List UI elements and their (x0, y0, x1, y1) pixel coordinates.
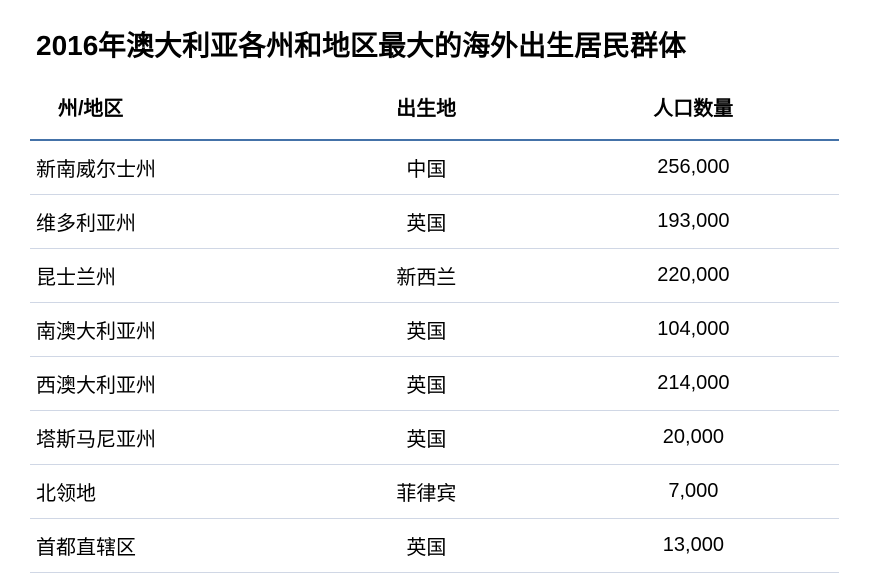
cell-state: 北领地 (30, 465, 305, 519)
cell-state: 维多利亚州 (30, 195, 305, 249)
table-row: 新南威尔士州 中国 256,000 (30, 140, 839, 195)
cell-state: 塔斯马尼亚州 (30, 411, 305, 465)
cell-pop: 13,000 (548, 519, 839, 573)
cell-pop: 104,000 (548, 303, 839, 357)
cell-state: 新南威尔士州 (30, 140, 305, 195)
cell-origin: 英国 (305, 195, 548, 249)
table-row: 北领地 菲律宾 7,000 (30, 465, 839, 519)
table-row: 首都直辖区 英国 13,000 (30, 519, 839, 573)
cell-origin: 英国 (305, 357, 548, 411)
table-row: 西澳大利亚州 英国 214,000 (30, 357, 839, 411)
table-row: 维多利亚州 英国 193,000 (30, 195, 839, 249)
table-row: 南澳大利亚州 英国 104,000 (30, 303, 839, 357)
cell-pop: 214,000 (548, 357, 839, 411)
cell-state: 首都直辖区 (30, 519, 305, 573)
cell-origin: 英国 (305, 303, 548, 357)
cell-state: 西澳大利亚州 (30, 357, 305, 411)
table-row: 昆士兰州 新西兰 220,000 (30, 249, 839, 303)
col-header-pop: 人口数量 (548, 82, 839, 140)
cell-origin: 菲律宾 (305, 465, 548, 519)
cell-origin: 中国 (305, 140, 548, 195)
cell-pop: 193,000 (548, 195, 839, 249)
cell-pop: 220,000 (548, 249, 839, 303)
cell-pop: 20,000 (548, 411, 839, 465)
cell-pop: 7,000 (548, 465, 839, 519)
page-title: 2016年澳大利亚各州和地区最大的海外出生居民群体 (30, 24, 839, 64)
table-row: 塔斯马尼亚州 英国 20,000 (30, 411, 839, 465)
cell-origin: 英国 (305, 519, 548, 573)
cell-origin: 新西兰 (305, 249, 548, 303)
cell-origin: 英国 (305, 411, 548, 465)
cell-state: 昆士兰州 (30, 249, 305, 303)
col-header-state: 州/地区 (30, 82, 305, 140)
cell-pop: 256,000 (548, 140, 839, 195)
col-header-origin: 出生地 (305, 82, 548, 140)
population-table: 州/地区 出生地 人口数量 新南威尔士州 中国 256,000 维多利亚州 英国… (30, 82, 839, 573)
table-header-row: 州/地区 出生地 人口数量 (30, 82, 839, 140)
cell-state: 南澳大利亚州 (30, 303, 305, 357)
